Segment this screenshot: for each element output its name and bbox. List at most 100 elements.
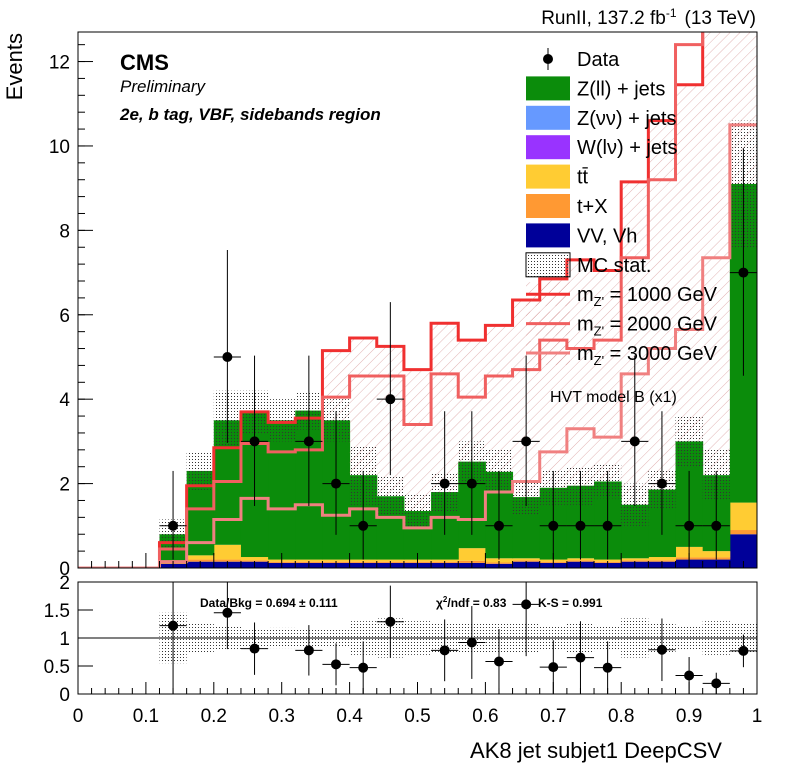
ratio-point <box>249 643 260 654</box>
legend-label: mZ' = 2000 GeV <box>577 314 718 339</box>
data-point <box>521 436 532 447</box>
legend-label: Z(ll) + jets <box>577 78 665 100</box>
data-point <box>738 267 749 278</box>
stack-bar <box>458 548 486 561</box>
data-point <box>629 436 640 447</box>
stack-bar <box>485 558 514 563</box>
signal-hatch <box>403 369 432 512</box>
data-point <box>439 478 450 489</box>
y-tick-label: 6 <box>59 306 70 327</box>
region-label: 2e, b tag, VBF, sidebands region <box>119 105 381 124</box>
ratio-y-tick-label: 2 <box>59 573 70 594</box>
x-tick-label: 0.8 <box>608 706 634 727</box>
x-tick-label: 0.3 <box>268 706 294 727</box>
signal-line <box>78 32 705 568</box>
ratio-point <box>439 645 450 656</box>
stack-bar <box>648 557 677 561</box>
ratio-point <box>656 644 667 655</box>
x-tick-label: 1 <box>752 706 763 727</box>
x-tick-label: 0.4 <box>336 706 363 727</box>
status-label: Preliminary <box>120 77 207 96</box>
data-point <box>711 520 722 531</box>
mc-stat-band <box>376 475 404 518</box>
ratio-point <box>385 616 396 627</box>
data-point <box>602 520 613 531</box>
legend-swatch <box>526 194 570 218</box>
signal-hatch <box>566 259 595 486</box>
model-label: HVT model B (x1) <box>550 389 677 406</box>
x-axis-title: AK8 jet subjet1 DeepCSV <box>470 738 722 763</box>
y-tick-label: 8 <box>59 221 70 242</box>
data-point <box>493 520 504 531</box>
stack-bar <box>322 559 351 562</box>
y-tick-label: 0 <box>59 559 70 580</box>
signal-hatch <box>702 32 730 476</box>
mc-stat-band <box>186 451 214 490</box>
legend-swatch <box>526 105 570 130</box>
ratio-y-tick-label: 0.5 <box>44 657 70 678</box>
ks-label: K-S = 0.991 <box>538 596 603 610</box>
mc-stat-band <box>675 416 703 467</box>
data-point <box>358 520 369 531</box>
ratio-y-tick-label: 1 <box>59 629 70 650</box>
legend-label: Data <box>577 49 620 71</box>
stack-bar <box>729 530 757 535</box>
y-tick-label: 4 <box>59 390 70 411</box>
signal-hatch <box>675 84 703 442</box>
ratio-y-tick-label: 0 <box>59 685 70 706</box>
stack-bar <box>594 559 622 562</box>
mc-stat-band <box>268 399 296 442</box>
data-point <box>168 520 179 531</box>
legend-marker <box>543 54 553 64</box>
y-tick-label: 10 <box>49 137 70 158</box>
x-tick-label: 0 <box>73 706 84 727</box>
ratio-point <box>548 662 559 673</box>
legend-swatch <box>526 76 570 101</box>
legend-label: Z(νν) + jets <box>577 108 676 130</box>
data-point <box>548 520 559 531</box>
signal-hatch <box>539 278 567 488</box>
signal-line <box>78 123 757 568</box>
x-tick-label: 0.5 <box>404 706 430 727</box>
stack-bar <box>240 557 269 561</box>
legend-swatch <box>526 135 570 160</box>
ratio-point <box>331 659 342 670</box>
legend-label: t+X <box>577 196 608 218</box>
ratio-point <box>466 637 477 648</box>
signal-line <box>78 32 705 568</box>
legend-label: MC stat. <box>577 255 651 277</box>
ratio-point <box>602 662 613 673</box>
x-tick-label: 0.1 <box>133 706 159 727</box>
stack-bar <box>431 559 459 562</box>
ratio-point <box>168 620 179 631</box>
legend-swatch <box>525 252 571 278</box>
data-point <box>331 478 342 489</box>
ratio-plot-area: 0 0.5 1 1.5 2 0 0.1 0.2 0.3 0.4 0.5 0.6 0.7 0.8 0.9 1 <box>44 573 763 727</box>
data-point <box>249 436 260 447</box>
x-tick-label: 0.7 <box>540 706 566 727</box>
stack-bar <box>376 559 405 562</box>
mc-stat-band <box>403 494 432 528</box>
ratio-point <box>493 656 504 667</box>
ratio-point <box>358 662 369 673</box>
data-point <box>303 436 314 447</box>
stack-bar <box>729 502 757 531</box>
stack-bar <box>186 559 215 562</box>
experiment-label: CMS <box>120 50 169 75</box>
ratio-point <box>222 607 233 618</box>
legend-label: mZ' = 3000 GeV <box>577 343 718 368</box>
data-bkg-ratio-label: Data/Bkg = 0.694 ± 0.111 <box>200 596 338 610</box>
y-axis-title: Events <box>2 33 27 100</box>
ratio-point <box>303 645 314 656</box>
ratio-point <box>738 645 749 656</box>
legend-swatch <box>526 223 570 248</box>
legend-label: W(lν) + jets <box>577 137 678 159</box>
data-point <box>656 478 667 489</box>
stack-bar <box>349 559 378 562</box>
stack-bar <box>186 555 215 560</box>
stack-bar <box>512 558 541 561</box>
ratio-point <box>521 599 532 610</box>
stack-bar <box>268 420 296 560</box>
ratio-point <box>684 670 695 681</box>
data-point <box>684 520 695 531</box>
